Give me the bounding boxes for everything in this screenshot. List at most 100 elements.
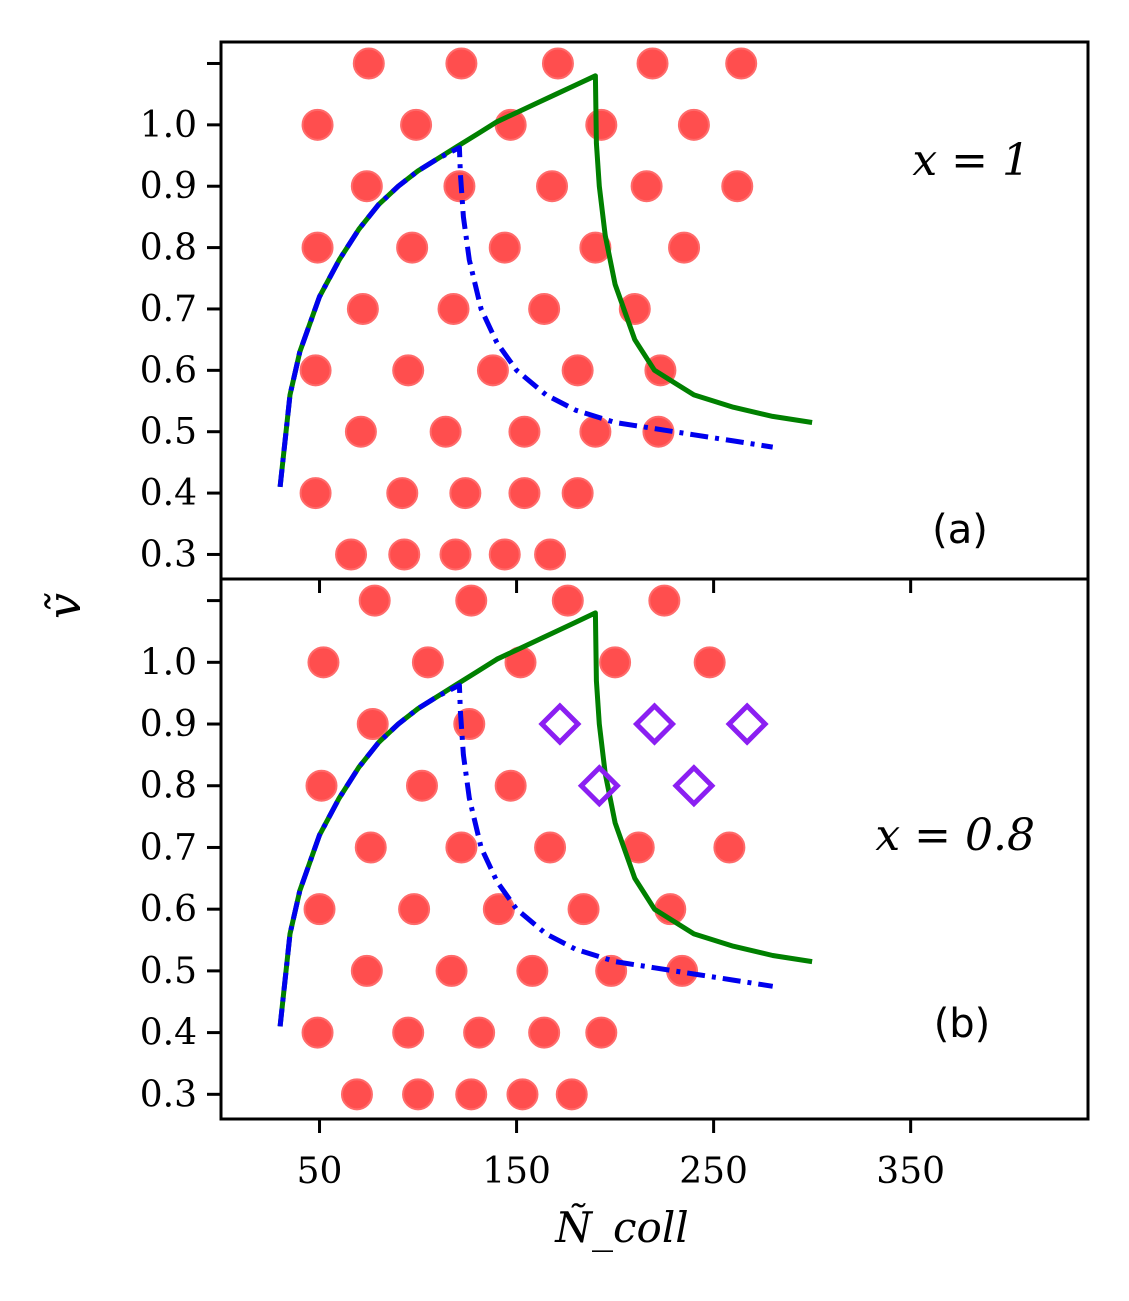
panel-b-circle-point bbox=[528, 1016, 561, 1049]
panel-a-tag: (a) bbox=[932, 507, 988, 553]
panel-a-circle-point bbox=[301, 231, 334, 264]
panel-b-circle-point bbox=[354, 831, 387, 864]
panel-a-circle-point bbox=[508, 477, 541, 510]
y-axis-label: ṽ bbox=[37, 593, 91, 619]
panel-a-ytick-label: 0.8 bbox=[140, 228, 197, 269]
panel-b-circle-point bbox=[666, 954, 699, 987]
panel-b-blue-boundary bbox=[277, 682, 774, 1027]
panel-b: 0.3 0.4 0.5 0.6 0.7 0.8 0.9 1.0 50 150 250 350 bbox=[140, 584, 945, 1192]
panel-a-circle-point bbox=[561, 477, 594, 510]
panel-a-circle-point bbox=[346, 292, 379, 325]
panel-a-ytick-label: 0.6 bbox=[140, 350, 197, 391]
panel-a-circle-point bbox=[335, 538, 368, 571]
panel-b-circle-point bbox=[555, 1078, 588, 1111]
panel-b-circle-point bbox=[445, 831, 478, 864]
panel-a-circle-point bbox=[630, 170, 663, 203]
panel-b-circle-point bbox=[494, 769, 527, 802]
panel-b-circle-point bbox=[405, 769, 438, 802]
panel-a-ytick-label: 0.4 bbox=[140, 473, 197, 514]
panel-a-circle-point bbox=[721, 170, 754, 203]
panel-b-circle-point bbox=[350, 954, 383, 987]
panel-b-circle-point bbox=[534, 831, 567, 864]
panel-a-ytick-label: 0.3 bbox=[140, 534, 197, 575]
panel-a-circle-point bbox=[636, 47, 669, 80]
panel-b-ytick-label: 0.8 bbox=[140, 766, 197, 807]
panel-a-circle-point bbox=[350, 170, 383, 203]
panel-b-ytick-label: 0.3 bbox=[140, 1074, 197, 1115]
panel-a-circle-point bbox=[579, 231, 612, 264]
panel-b-frame bbox=[219, 577, 1090, 1121]
panel-b-ytick-label: 1.0 bbox=[140, 642, 197, 683]
panel-b-annotation: x = 0.8 bbox=[875, 810, 1035, 861]
panel-a-circle-point bbox=[668, 231, 701, 264]
panel-b-circle-point bbox=[551, 584, 584, 617]
panel-b-xtick-label: 350 bbox=[876, 1151, 945, 1192]
panel-b-tag: (b) bbox=[934, 1001, 991, 1047]
panel-b-circle-point bbox=[340, 1078, 373, 1111]
panel-a-circle-point bbox=[488, 538, 521, 571]
panel-a-circle-point bbox=[508, 415, 541, 448]
panel-a-circle-point bbox=[299, 477, 332, 510]
panel-b-circle-point bbox=[301, 1016, 334, 1049]
panel-a-circle-point bbox=[528, 292, 561, 325]
panel-b-ytick-label: 0.4 bbox=[140, 1013, 197, 1054]
panel-b-circle-point bbox=[599, 646, 632, 679]
panel-b-ytick-label: 0.6 bbox=[140, 889, 197, 930]
panel-b-xtick-label: 50 bbox=[297, 1151, 343, 1192]
panel-b-circle-point bbox=[307, 646, 340, 679]
panel-b-circle-point bbox=[455, 584, 488, 617]
panel-a-circle-point bbox=[476, 354, 509, 387]
panel-b-diamond-point bbox=[725, 702, 769, 746]
panel-b-diamond-point bbox=[538, 702, 582, 746]
panel-b-circle-point bbox=[455, 1078, 488, 1111]
panel-b-diamond-point bbox=[577, 764, 621, 808]
panel-a-circle-point bbox=[429, 415, 462, 448]
panel-a-circle-point bbox=[388, 538, 421, 571]
panel-b-circle-point bbox=[358, 584, 391, 617]
panel-a-circle-point bbox=[725, 47, 758, 80]
panel-b-circle-point bbox=[435, 954, 468, 987]
panel-b-circle-point bbox=[516, 954, 549, 987]
panel-b-circle-point bbox=[303, 893, 336, 926]
panel-b-circle-point bbox=[567, 893, 600, 926]
panel-b-circle-point bbox=[356, 708, 389, 741]
panel-a-ytick-label: 0.5 bbox=[140, 412, 197, 453]
panel-b-circle-point bbox=[305, 769, 338, 802]
panel-a-circle-point bbox=[488, 231, 521, 264]
panel-b-circle-point bbox=[402, 1078, 435, 1111]
panel-a-circle-point bbox=[344, 415, 377, 448]
panel-b-diamond-point bbox=[632, 702, 677, 746]
panel-b-circle-point bbox=[506, 1078, 539, 1111]
panel-a-circle-point bbox=[437, 292, 470, 325]
panel-b-circle-point bbox=[398, 893, 431, 926]
panel-b-ytick-label: 0.7 bbox=[140, 827, 197, 868]
panel-a-circle-point bbox=[677, 108, 710, 141]
panel-a-circle-point bbox=[299, 354, 332, 387]
panel-a: 0.3 0.4 0.5 0.6 0.7 0.8 0.9 1.0 bbox=[140, 47, 913, 593]
panel-a-circle-point bbox=[445, 47, 478, 80]
panel-a-circle-point bbox=[392, 354, 425, 387]
panel-a-circle-point bbox=[585, 108, 618, 141]
panel-a-circle-point bbox=[400, 108, 433, 141]
panel-a-circle-point bbox=[541, 47, 574, 80]
panel-b-circle-point bbox=[463, 1016, 496, 1049]
panel-b-circle-point bbox=[713, 831, 746, 864]
panel-a-circle-point bbox=[396, 231, 429, 264]
panel-a-circle-point bbox=[536, 170, 569, 203]
panel-b-circle-point bbox=[411, 646, 444, 679]
panel-b-ytick-label: 0.9 bbox=[140, 704, 197, 745]
panel-b-circle-point bbox=[648, 584, 681, 617]
panel-a-circle-point bbox=[561, 354, 594, 387]
x-axis-label: Ñ_coll bbox=[554, 1202, 688, 1252]
panel-b-diamond-point bbox=[672, 764, 716, 808]
panel-a-ytick-label: 1.0 bbox=[140, 105, 197, 146]
panel-b-circle-point bbox=[392, 1016, 425, 1049]
panel-a-annotation: x = 1 bbox=[912, 135, 1030, 186]
panel-a-circle-point bbox=[301, 108, 334, 141]
panel-b-ytick-label: 0.5 bbox=[140, 951, 197, 992]
panel-a-ytick-label: 0.9 bbox=[140, 166, 197, 207]
panel-a-circle-point bbox=[449, 477, 482, 510]
panel-b-circle-point bbox=[585, 1016, 618, 1049]
panel-a-circle-point bbox=[386, 477, 419, 510]
